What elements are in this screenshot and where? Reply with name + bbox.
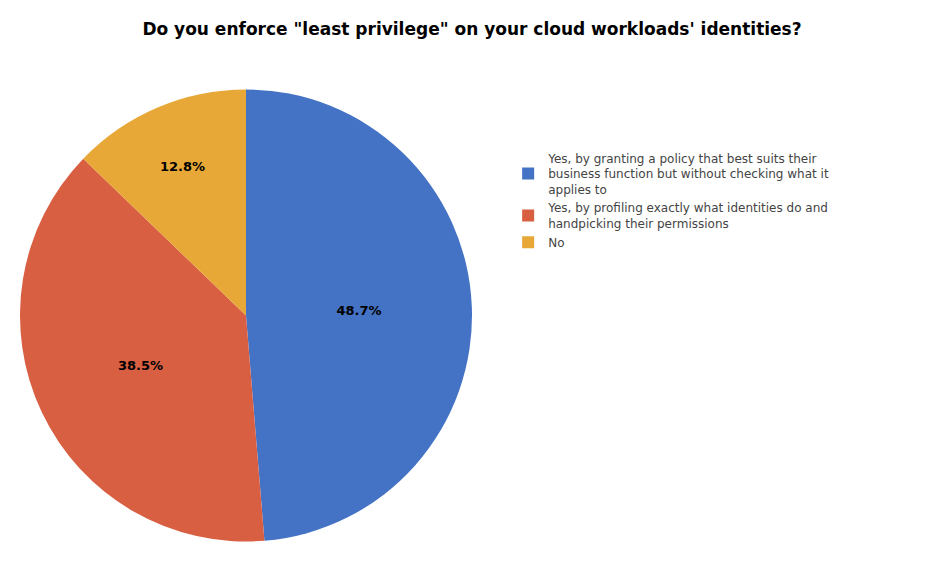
svg-text:Yes, by profiling exactly what: Yes, by profiling exactly what identitie… [547,201,828,231]
svg-text:38.5%: 38.5% [118,358,163,373]
svg-text:Do you enforce "least privileg: Do you enforce "least privilege" on your… [142,19,801,39]
svg-text:Yes, by granting a policy that: Yes, by granting a policy that best suit… [547,152,829,197]
svg-text:12.8%: 12.8% [160,159,205,174]
svg-text:No: No [548,236,564,250]
svg-text:48.7%: 48.7% [336,303,381,318]
